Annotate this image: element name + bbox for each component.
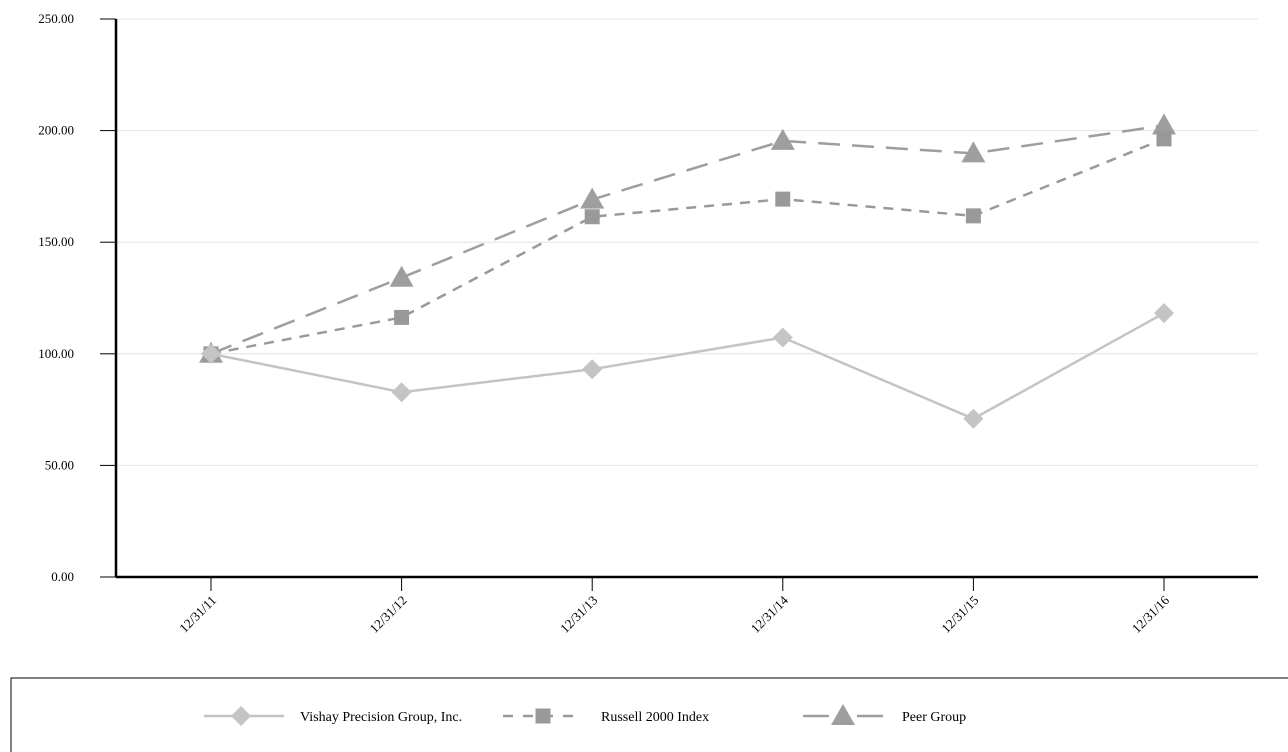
y-tick-label: 50.00 (45, 457, 74, 472)
y-tick-label: 200.00 (38, 123, 74, 138)
legend-item: Vishay Precision Group, Inc. (204, 706, 462, 726)
data-point (582, 359, 603, 380)
data-point (580, 187, 605, 209)
y-tick-label: 100.00 (38, 346, 74, 361)
grid-lines (116, 18, 1258, 466)
series-1 (203, 131, 1172, 362)
data-point (1154, 303, 1174, 324)
x-tick-label: 12/31/13 (557, 593, 600, 636)
data-point (961, 141, 986, 163)
x-tick-label: 12/31/12 (366, 593, 409, 636)
legend-label: Russell 2000 Index (601, 710, 709, 725)
data-point (963, 408, 984, 429)
legend-marker (231, 706, 251, 726)
legend-marker (831, 704, 855, 725)
legend-label: Vishay Precision Group, Inc. (300, 710, 462, 725)
data-point (1156, 131, 1172, 147)
data-point (201, 343, 221, 364)
x-tick-label: 12/31/11 (176, 593, 219, 636)
x-tick-label: 12/31/14 (748, 592, 792, 636)
series-lines (199, 113, 1176, 429)
data-point (391, 382, 412, 403)
series-2 (199, 113, 1176, 363)
data-point (389, 265, 414, 287)
legend-label: Peer Group (902, 710, 966, 725)
y-tick-label: 150.00 (38, 234, 74, 249)
y-tick-label: 0.00 (51, 569, 74, 584)
y-axis-ticks: 0.00 50.00 100.00 150.00 200.00 250.00 (38, 11, 116, 584)
legend-marker (535, 708, 551, 724)
legend: Vishay Precision Group, Inc. Russell 2000… (10, 677, 1288, 752)
data-point (775, 191, 791, 207)
series-0 (201, 303, 1174, 429)
x-tick-label: 12/31/16 (1129, 592, 1173, 636)
axes (114, 19, 1258, 579)
data-point (772, 327, 793, 348)
series-line (210, 124, 1165, 355)
data-point (394, 309, 410, 325)
y-tick-label: 250.00 (38, 11, 74, 26)
series-line (210, 312, 1165, 421)
x-axis-ticks: 12/31/11 12/31/12 12/31/13 12/31/14 12/31/15… (176, 577, 1172, 636)
legend-item: Peer Group (803, 704, 966, 725)
data-point (584, 209, 600, 225)
data-point (1152, 113, 1176, 135)
series-line (210, 137, 1165, 356)
data-point (965, 208, 981, 224)
x-tick-label: 12/31/15 (938, 593, 981, 636)
data-point (770, 128, 795, 150)
legend-item: Russell 2000 Index (503, 708, 709, 725)
